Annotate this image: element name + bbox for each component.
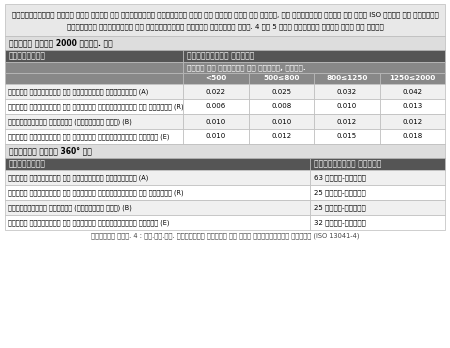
Bar	[5, 50, 183, 62]
Text: स्थान निर्धारण की द्विदिशा अशुद्धता (A): स्थान निर्धारण की द्विदिशा अशुद्धता (A)	[8, 88, 148, 95]
Text: 0.015: 0.015	[337, 134, 357, 140]
Bar	[183, 62, 445, 73]
Text: 0.010: 0.010	[206, 119, 226, 125]
Text: 0.012: 0.012	[402, 119, 422, 125]
Text: स्वीकार्य मूल्य: स्वीकार्य मूल्य	[314, 159, 382, 168]
Bar	[314, 129, 379, 144]
Text: अक्ष की यात्रा की लंबाई, मिमी.: अक्ष की यात्रा की लंबाई, मिमी.	[187, 64, 306, 71]
Bar	[248, 114, 314, 129]
Bar	[5, 99, 183, 114]
Text: तालिका क्र. 4 : सी.एन.सी. टर्निंग सेंटर के लिए स्वीकार्य मूल्य (ISO 13041-4): तालिका क्र. 4 : सी.एन.सी. टर्निंग सेंटर …	[91, 233, 359, 239]
Text: रेखीय अक्ष 2000 मिमी. तक: रेखीय अक्ष 2000 मिमी. तक	[9, 39, 113, 47]
Text: 0.008: 0.008	[271, 103, 292, 110]
Text: 25 आर्क-सेकंड: 25 आर्क-सेकंड	[314, 189, 366, 196]
Text: 0.013: 0.013	[402, 103, 423, 110]
Text: 0.018: 0.018	[402, 134, 423, 140]
Bar	[248, 129, 314, 144]
Text: स्थान निर्धारण की द्विदिशा अशुद्धता (A): स्थान निर्धारण की द्विदिशा अशुद्धता (A)	[8, 174, 148, 181]
Bar	[5, 4, 445, 36]
Bar	[379, 99, 445, 114]
Text: व्युत्क्रम त्रुटि (रिवर्सल एरर) (B): व्युत्क्रम त्रुटि (रिवर्सल एरर) (B)	[8, 118, 132, 125]
Bar	[183, 114, 248, 129]
Text: 0.032: 0.032	[337, 88, 357, 95]
Bar	[379, 84, 445, 99]
Text: चक्रीय अक्ष 360° तक: चक्रीय अक्ष 360° तक	[9, 147, 92, 156]
Bar	[183, 73, 248, 84]
Text: 32 आर्क-सेकंड: 32 आर्क-सेकंड	[314, 219, 366, 226]
Bar	[183, 84, 248, 99]
Bar	[314, 114, 379, 129]
Text: 63 आर्क-सेकंड: 63 आर्क-सेकंड	[314, 174, 366, 181]
Bar	[5, 158, 310, 170]
Bar	[248, 99, 314, 114]
Text: 0.012: 0.012	[337, 119, 357, 125]
Text: 0.010: 0.010	[271, 119, 292, 125]
Text: 1250≤2000: 1250≤2000	[389, 76, 436, 81]
Text: कैलिब्रेशन करते समय लिखे गए निरीक्षण स्वीकार किए जा सकते हैं या नहीं, यह निश्चित: कैलिब्रेशन करते समय लिखे गए निरीक्षण स्व…	[12, 11, 438, 17]
Bar	[310, 170, 445, 185]
Bar	[5, 62, 183, 73]
Text: 0.012: 0.012	[271, 134, 291, 140]
Bar	[5, 84, 183, 99]
Text: 0.006: 0.006	[206, 103, 226, 110]
Text: <500: <500	[205, 76, 226, 81]
Bar	[379, 129, 445, 144]
Text: पैरामीटर: पैरामीटर	[9, 159, 46, 168]
Text: पैरामीटर: पैरामीटर	[9, 52, 46, 61]
Bar	[379, 73, 445, 84]
Bar	[5, 200, 310, 215]
Bar	[379, 114, 445, 129]
Bar	[5, 129, 183, 144]
Bar	[5, 215, 310, 230]
Bar	[314, 99, 379, 114]
Bar	[310, 200, 445, 215]
Bar	[5, 144, 445, 158]
Text: स्थान निर्धारण का एकदिशा पद्धतिबद्ध विचलन (E): स्थान निर्धारण का एकदिशा पद्धतिबद्ध विचल…	[8, 219, 169, 226]
Text: 0.010: 0.010	[337, 103, 357, 110]
Text: स्थान निर्धारण का एकदिशा पद्धतिबद्ध विचलन (E): स्थान निर्धारण का एकदिशा पद्धतिबद्ध विचल…	[8, 133, 169, 140]
Bar	[5, 36, 445, 50]
Bar	[314, 73, 379, 84]
Text: 0.010: 0.010	[206, 134, 226, 140]
Bar	[5, 170, 310, 185]
Bar	[314, 84, 379, 99]
Bar	[310, 185, 445, 200]
Text: स्थान निर्धारण की एकदिशा पुनरावर्तन की क्षमता (R): स्थान निर्धारण की एकदिशा पुनरावर्तन की क…	[8, 103, 184, 110]
Text: 25 आर्क-सेकंड: 25 आर्क-सेकंड	[314, 204, 366, 211]
Text: स्थान निर्धारण की एकदिशा पुनरावर्तन की क्षमता (R): स्थान निर्धारण की एकदिशा पुनरावर्तन की क…	[8, 189, 184, 196]
Bar	[183, 50, 445, 62]
Bar	[5, 73, 183, 84]
Bar	[5, 185, 310, 200]
Bar	[248, 84, 314, 99]
Bar	[248, 73, 314, 84]
Text: विभिन्न पैरामीटर के स्वीकार्य मूल्य तालिका क्र. 4 और 5 में संदर्भ हेतु दिए गए है: विभिन्न पैरामीटर के स्वीकार्य मूल्य तालि…	[67, 24, 383, 30]
Text: 0.022: 0.022	[206, 88, 226, 95]
Text: 0.042: 0.042	[402, 88, 422, 95]
Text: 500≤800: 500≤800	[263, 76, 299, 81]
Text: 800≤1250: 800≤1250	[326, 76, 368, 81]
Bar	[5, 114, 183, 129]
Bar	[183, 99, 248, 114]
Text: व्युत्क्रम त्रुटि (रिवर्सल एरर) (B): व्युत्क्रम त्रुटि (रिवर्सल एरर) (B)	[8, 204, 132, 211]
Text: 0.025: 0.025	[271, 88, 291, 95]
Text: स्वीकार्य मूल्य: स्वीकार्य मूल्य	[187, 52, 254, 61]
Bar	[310, 158, 445, 170]
Bar	[310, 215, 445, 230]
Bar	[183, 129, 248, 144]
